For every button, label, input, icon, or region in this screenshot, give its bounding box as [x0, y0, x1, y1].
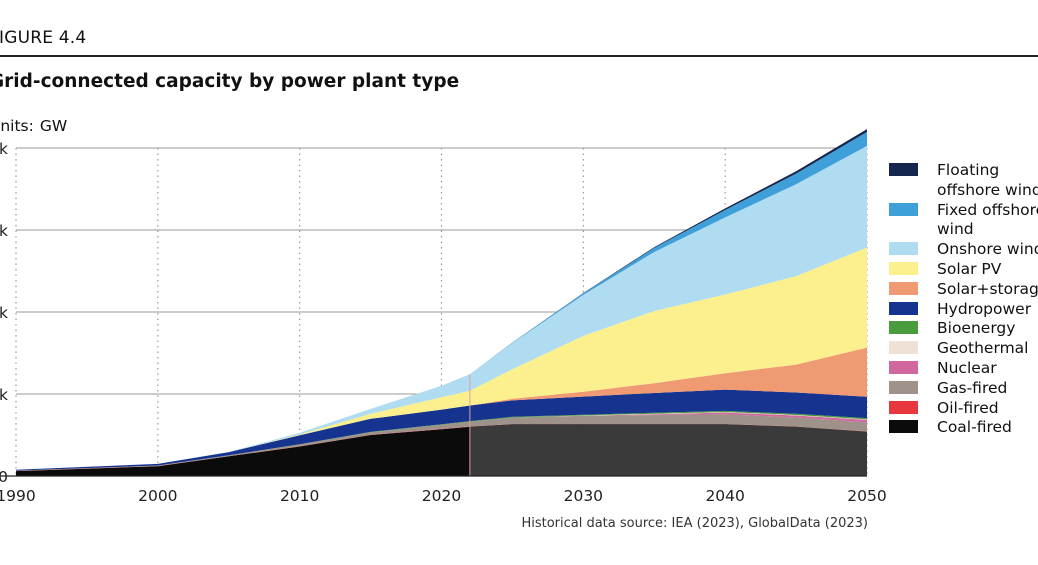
x-tick-label: 2040: [705, 487, 744, 505]
area-gas-fired: [16, 414, 867, 471]
area-solar-pv: [16, 247, 867, 470]
legend-label: Bioenergy: [937, 319, 1016, 338]
legend-swatch: [889, 163, 918, 176]
x-tick-label: 2020: [422, 487, 461, 505]
units-value: GW: [39, 117, 68, 135]
y-tick-label: 0.5k: [0, 386, 8, 404]
y-tick-label: 2k: [0, 140, 8, 158]
figure-label: FIGURE 4.4: [0, 28, 87, 48]
legend-swatch: [889, 242, 918, 256]
stacked-areas: [16, 129, 867, 476]
legend-label: Geothermal: [937, 339, 1029, 358]
legend-label: Fixed offshore wind: [937, 200, 1038, 239]
legend-swatch: [889, 400, 918, 414]
units-prefix: Units:: [0, 117, 34, 135]
y-tick-label: 1.5k: [0, 222, 8, 240]
legend-swatch: [889, 420, 918, 434]
source-note: Historical data source: IEA (2023), Glob…: [521, 516, 868, 531]
tick-labels: 0 0.5k 1k 1.5k 2k 1990 2000 2010 2020 2030 2040 205…: [0, 140, 887, 505]
legend-swatch: [889, 261, 918, 275]
legend-label: Floating offshore wind: [937, 161, 1038, 199]
legend-label: Solar+storage: [937, 279, 1038, 298]
legend-swatch: [889, 281, 918, 295]
legend-label: Gas-fired: [937, 378, 1008, 397]
y-tick-label: 1k: [0, 304, 8, 322]
legend-label: Nuclear: [937, 358, 997, 377]
x-tick-label: 2030: [564, 487, 603, 505]
legend-swatch: [889, 202, 918, 216]
legend-swatch: [889, 321, 918, 335]
legend-label: Onshore wind: [937, 240, 1038, 259]
units-label: Units: GW: [0, 117, 67, 135]
header-rule: [0, 55, 1038, 57]
legend-swatch: [889, 360, 918, 374]
legend-label: Solar PV: [937, 259, 1002, 278]
area-coal-fired-projection: [469, 424, 867, 476]
legend-swatch: [889, 380, 918, 394]
x-tick-label: 2010: [280, 487, 319, 505]
x-tick-label: 1990: [0, 487, 36, 505]
y-tick-label: 0: [0, 468, 8, 486]
legend-label: Oil-fired: [937, 398, 999, 417]
x-tick-label: 2050: [847, 487, 886, 505]
legend-label: Coal-fired: [937, 418, 1012, 437]
chart-title: Grid-connected capacity by power plant t…: [0, 71, 460, 92]
x-tick-label: 2000: [138, 487, 177, 505]
legend-swatch: [889, 301, 918, 315]
legend-swatch: [889, 341, 918, 355]
area-hydropower: [16, 389, 867, 471]
legend-label: Hydropower: [937, 299, 1032, 318]
